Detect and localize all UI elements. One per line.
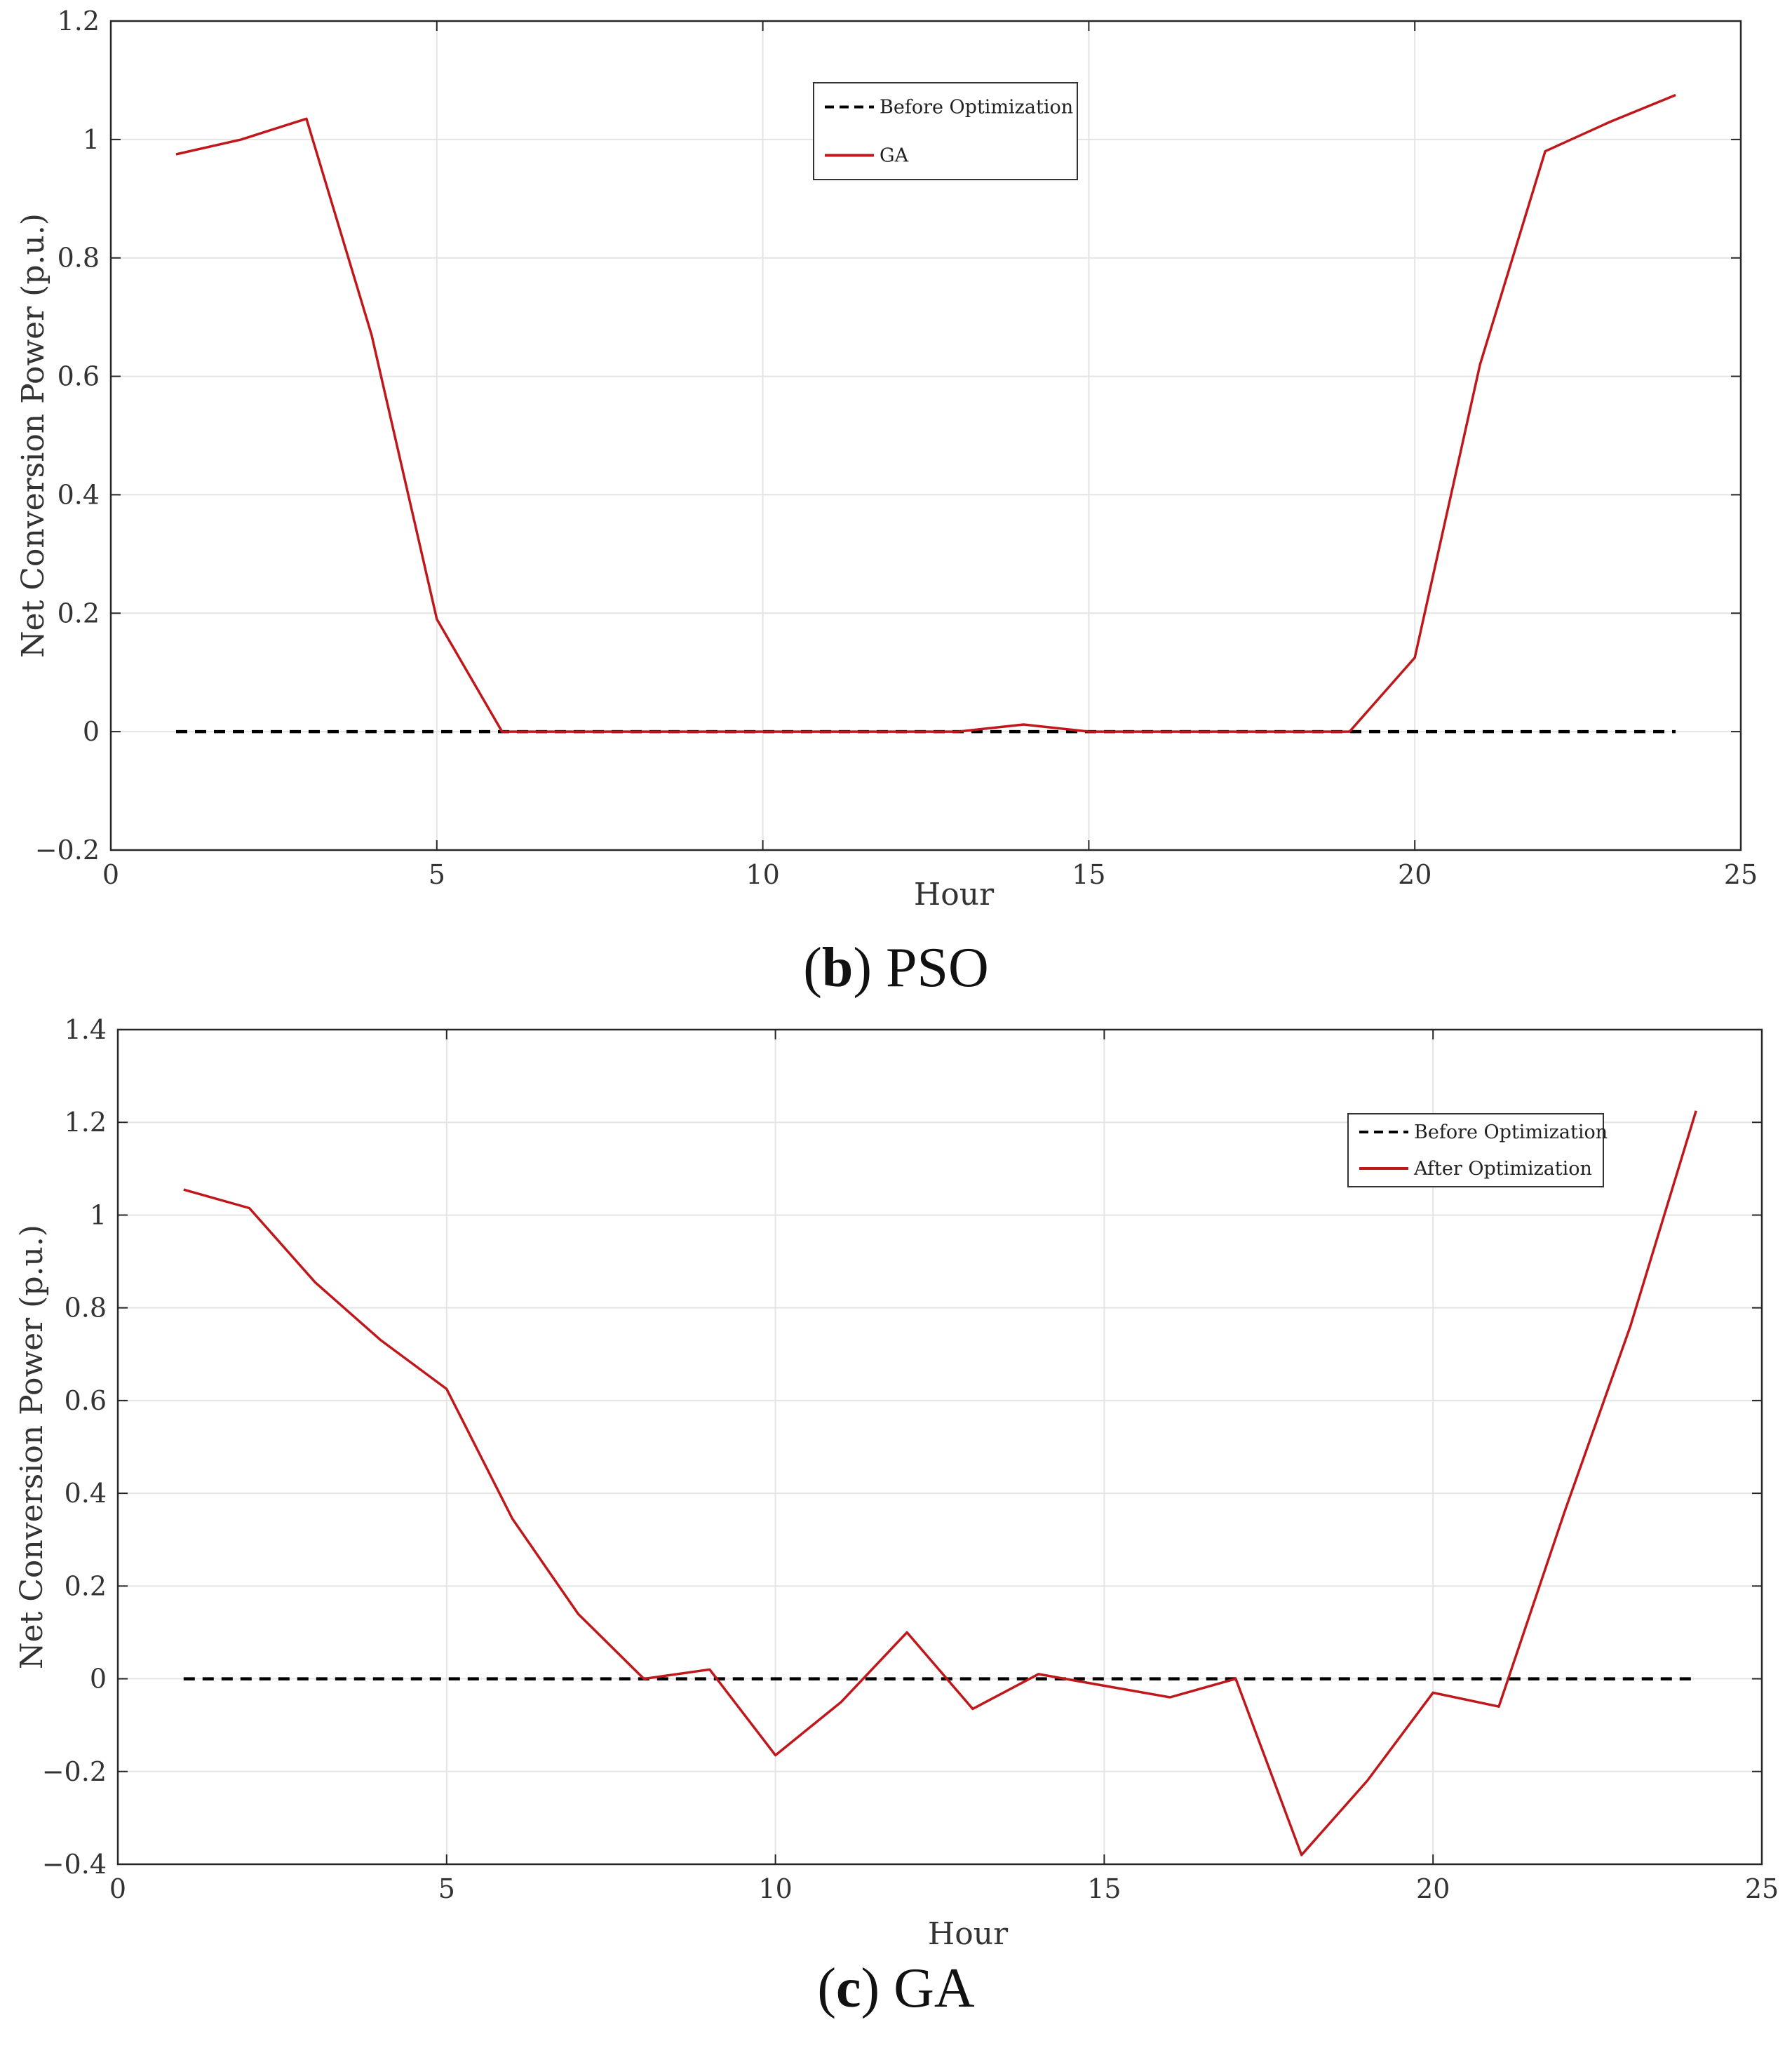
legend-box xyxy=(1347,1113,1604,1187)
y-tick-label: 0.4 xyxy=(58,479,100,510)
x-tick-label: 20 xyxy=(1398,859,1431,890)
series-line-after-optimization xyxy=(183,1110,1697,1857)
y-axis-label: Net Conversion Power (p.u.) xyxy=(15,213,51,658)
x-tick-label: 15 xyxy=(1087,1873,1121,1904)
caption-pso-letter: b xyxy=(821,937,854,999)
y-tick-label: −0.2 xyxy=(35,835,100,865)
x-tick-label: 5 xyxy=(438,1873,455,1904)
y-tick-label: 0 xyxy=(90,1664,107,1695)
x-axis-label: Hour xyxy=(928,1916,1009,1952)
caption-pso: (b) PSO xyxy=(803,937,989,999)
y-tick-label: 0.6 xyxy=(58,361,100,392)
plot-frame xyxy=(109,20,1742,851)
y-tick-label: 0.2 xyxy=(58,598,100,628)
x-tick-label: 10 xyxy=(746,859,779,890)
y-tick-label: −0.4 xyxy=(42,1849,107,1880)
plot-frame xyxy=(116,1028,1763,1866)
series-line-after-optimization xyxy=(175,93,1676,733)
x-tick-label: 20 xyxy=(1416,1873,1450,1904)
x-tick-label: 0 xyxy=(102,859,119,890)
x-tick-label: 25 xyxy=(1724,859,1758,890)
y-tick-label: 0.8 xyxy=(65,1293,107,1323)
y-tick-label: 0.6 xyxy=(65,1385,107,1416)
y-tick-label: 1.4 xyxy=(65,1014,107,1045)
caption-ga: (c) GA xyxy=(817,1958,975,2019)
y-tick-label: 0.4 xyxy=(65,1478,107,1509)
x-axis-label: Hour xyxy=(914,877,995,912)
y-axis-label: Net Conversion Power (p.u.) xyxy=(14,1225,50,1669)
y-tick-label: 1 xyxy=(83,124,100,155)
x-tick-label: 15 xyxy=(1072,859,1105,890)
x-tick-label: 0 xyxy=(109,1873,126,1904)
caption-ga-letter: c xyxy=(835,1958,861,2019)
y-tick-label: 0.2 xyxy=(65,1570,107,1601)
y-tick-label: −0.2 xyxy=(42,1756,107,1787)
chart-ga: 0 5 10 15 20 25 −0.4 −0.2 0 0.2 0.4 0.6 0.8 1 1.2 1.4 Ho… xyxy=(14,1014,1779,1952)
x-tick-label: 25 xyxy=(1745,1873,1779,1904)
caption-pso-text: PSO xyxy=(886,937,989,999)
y-tick-label: 1 xyxy=(90,1199,107,1230)
legend-box xyxy=(813,82,1078,180)
x-tick-label: 5 xyxy=(429,859,445,890)
y-tick-label: 0 xyxy=(83,716,100,747)
legend-label: Before Optimization xyxy=(880,97,1073,119)
legend-label: Before Optimization xyxy=(1414,1121,1608,1143)
legend-label: After Optimization xyxy=(1413,1158,1592,1180)
y-tick-label: 1.2 xyxy=(65,1107,107,1138)
y-tick-label: 0.8 xyxy=(58,243,100,274)
caption-ga-text: GA xyxy=(894,1958,975,2019)
y-tick-label: 1.2 xyxy=(58,6,100,36)
legend-label: GA xyxy=(880,145,909,167)
x-tick-label: 10 xyxy=(758,1873,792,1904)
